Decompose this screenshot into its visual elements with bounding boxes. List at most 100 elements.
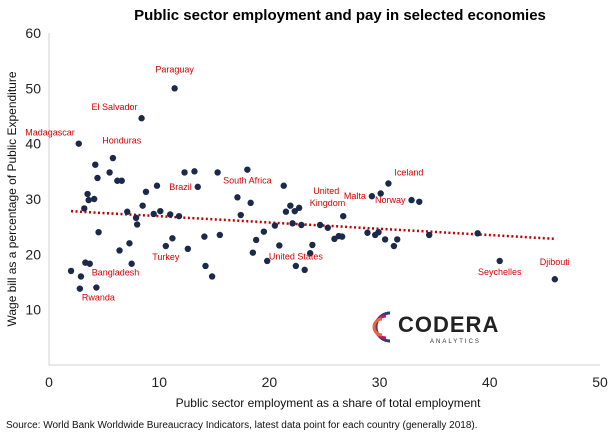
logo-subtitle: ANALYTICS <box>430 339 481 345</box>
data-point <box>368 193 376 200</box>
data-point <box>139 202 146 209</box>
data-point <box>394 236 401 243</box>
data-point <box>340 212 347 220</box>
data-point <box>138 115 145 122</box>
data-point <box>234 194 241 201</box>
data-point <box>295 204 303 212</box>
data-point <box>408 196 415 204</box>
annotation-label: Norway <box>375 195 406 205</box>
data-point <box>364 229 371 236</box>
data-point <box>162 242 170 250</box>
data-point <box>214 169 221 176</box>
codera-logo: CODERA ANALYTICS <box>372 311 499 345</box>
data-point <box>128 260 135 267</box>
data-point <box>263 257 271 265</box>
annotation-label: Turkey <box>152 252 180 262</box>
data-point <box>114 177 121 184</box>
data-point <box>289 220 296 227</box>
data-point <box>118 177 125 184</box>
data-point <box>126 240 133 247</box>
x-tick-label: 0 <box>45 374 53 390</box>
data-point <box>84 190 91 198</box>
data-point <box>385 180 392 187</box>
data-point <box>169 235 176 242</box>
annotation-label: Malta <box>344 191 366 201</box>
logo-wordmark: CODERA <box>398 312 499 337</box>
y-tick-label: 30 <box>25 191 41 207</box>
annotation-label: South Africa <box>223 176 272 186</box>
annotation-label: Honduras <box>102 135 142 145</box>
data-point <box>175 212 183 220</box>
data-point <box>338 233 346 240</box>
data-point <box>75 140 82 147</box>
data-point <box>375 229 382 236</box>
data-point <box>67 267 75 275</box>
data-point <box>291 207 298 215</box>
annotation-label: Iceland <box>394 168 423 178</box>
data-point <box>474 230 481 237</box>
data-point <box>425 231 433 239</box>
data-point <box>191 168 198 175</box>
data-point <box>194 183 201 191</box>
data-point <box>280 182 287 189</box>
data-point <box>208 273 216 280</box>
data-point <box>276 242 283 249</box>
data-point <box>86 260 93 267</box>
data-point <box>244 166 251 173</box>
data-point <box>282 208 290 215</box>
annotation-label: Rwanda <box>82 293 115 303</box>
data-point <box>551 276 559 283</box>
data-point <box>287 202 294 209</box>
annotation-label: El Salvador <box>92 102 138 112</box>
data-point <box>157 207 164 215</box>
data-point <box>93 284 100 291</box>
data-point <box>95 229 102 236</box>
data-points <box>67 85 559 292</box>
data-point <box>309 241 316 249</box>
chart-title: Public sector employment and pay in sele… <box>134 7 546 24</box>
data-point <box>201 233 208 240</box>
data-point <box>260 228 268 235</box>
data-point <box>153 182 161 189</box>
annotation-label: United States <box>269 251 324 261</box>
data-point <box>171 85 178 92</box>
country-annotations: Paraguay El Salvador Madagascar Honduras Bra… <box>25 64 570 302</box>
data-point <box>292 262 300 270</box>
data-point <box>184 245 192 252</box>
logo-mark-icon <box>372 311 391 343</box>
annotation-label: Seychelles <box>478 267 522 277</box>
data-point <box>116 247 123 254</box>
data-point <box>252 236 260 244</box>
data-point <box>306 250 314 257</box>
y-tick-label: 40 <box>25 136 41 152</box>
x-axis-label: Public sector employment as a share of t… <box>176 396 481 410</box>
x-tick-label: 50 <box>592 374 608 390</box>
source-note: Source: World Bank Worldwide Bureaucracy… <box>6 420 478 431</box>
annotation-label: Madagascar <box>25 128 75 138</box>
data-point <box>316 221 324 229</box>
data-point <box>133 221 141 228</box>
y-tick-label: 20 <box>25 246 41 262</box>
annotation-label: Kingdom <box>310 198 346 208</box>
data-point <box>416 198 423 205</box>
data-point <box>167 211 174 218</box>
data-point <box>324 224 332 231</box>
data-point <box>496 257 503 265</box>
y-tick-label: 10 <box>25 302 41 318</box>
x-tick-label: 40 <box>482 374 498 390</box>
annotation-label: Brazil <box>169 182 192 192</box>
data-point <box>237 211 244 219</box>
data-point <box>77 273 85 280</box>
data-point <box>377 190 384 197</box>
data-point <box>76 285 84 292</box>
data-point <box>142 188 150 196</box>
x-tick-label: 30 <box>372 374 388 390</box>
x-tick-label: 20 <box>262 374 278 390</box>
data-point <box>106 169 113 176</box>
data-point <box>216 231 224 239</box>
data-point <box>85 196 92 204</box>
data-point <box>381 236 389 243</box>
annotation-label: Djibouti <box>540 257 570 267</box>
data-point <box>301 266 308 274</box>
data-point <box>271 222 279 229</box>
